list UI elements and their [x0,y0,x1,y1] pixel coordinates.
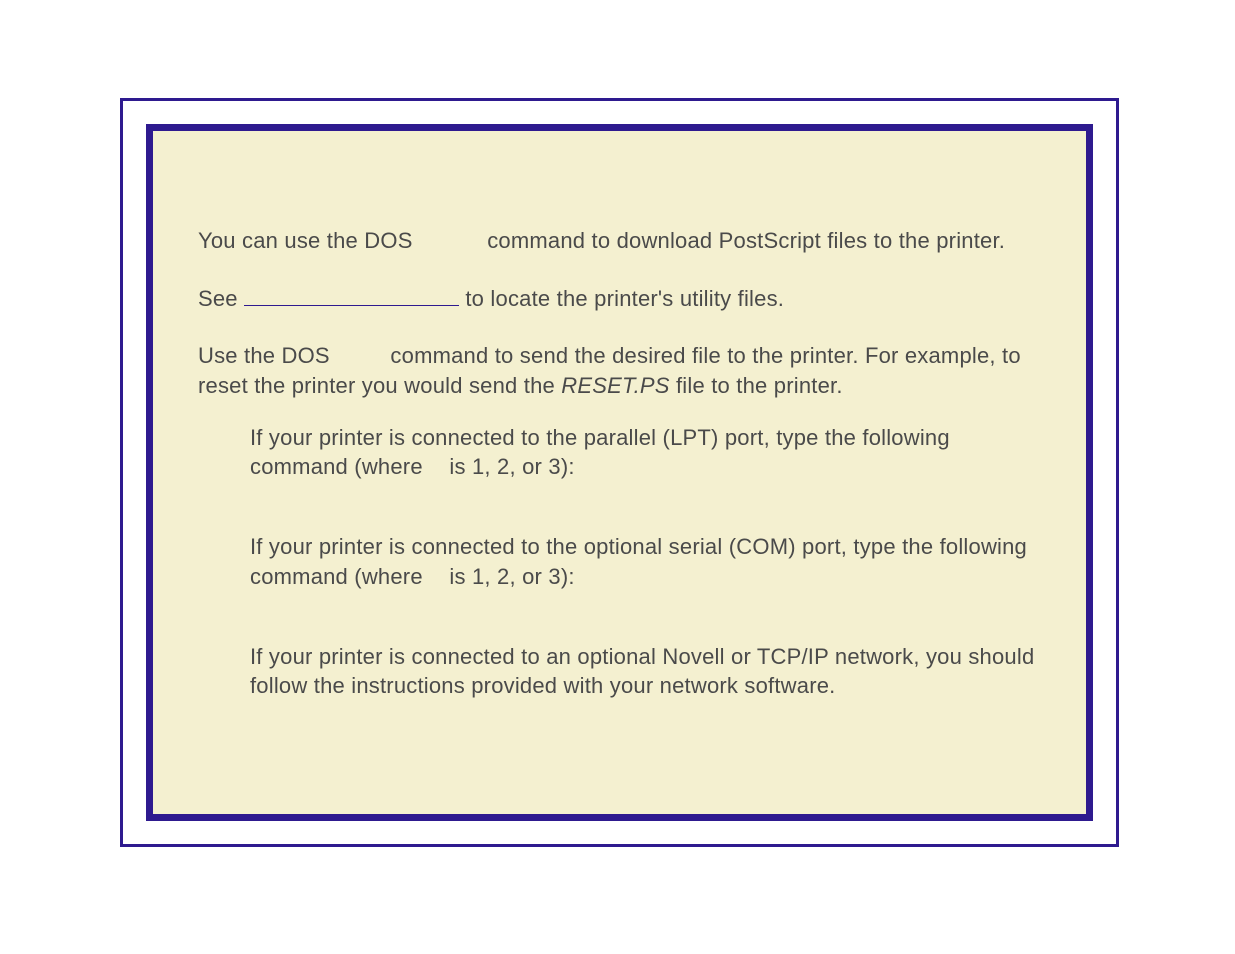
text-fragment: You can use the DOS [198,228,419,253]
instruction-network: If your printer is connected to an optio… [250,642,1041,701]
document-inner-frame: You can use the DOS command to download … [146,124,1093,821]
document-body: You can use the DOS command to download … [198,226,1041,701]
text-fragment: to locate the printer's utility files. [459,286,784,311]
text-fragment: file to the printer. [670,373,843,398]
text-fragment: is 1, 2, or 3): [443,454,575,479]
filename-reset-ps: RESET.PS [561,373,669,398]
text-fragment: If your printer is connected to the para… [250,425,950,480]
paragraph-intro: You can use the DOS command to download … [198,226,1041,256]
text-fragment: If your printer is connected to the opti… [250,534,1027,589]
instruction-lpt: If your printer is connected to the para… [250,423,1041,482]
text-fragment: Use the DOS [198,343,336,368]
paragraph-see-link: See to locate the printer's utility file… [198,284,1041,314]
text-fragment: command to download PostScript files to … [481,228,1005,253]
paragraph-usage: Use the DOS command to send the desired … [198,341,1041,400]
instruction-com: If your printer is connected to the opti… [250,532,1041,591]
text-fragment: If your printer is connected to an optio… [250,644,1034,699]
document-outer-frame: You can use the DOS command to download … [120,98,1119,847]
text-fragment: See [198,286,244,311]
text-fragment: is 1, 2, or 3): [443,564,575,589]
utility-files-link[interactable] [244,304,459,306]
